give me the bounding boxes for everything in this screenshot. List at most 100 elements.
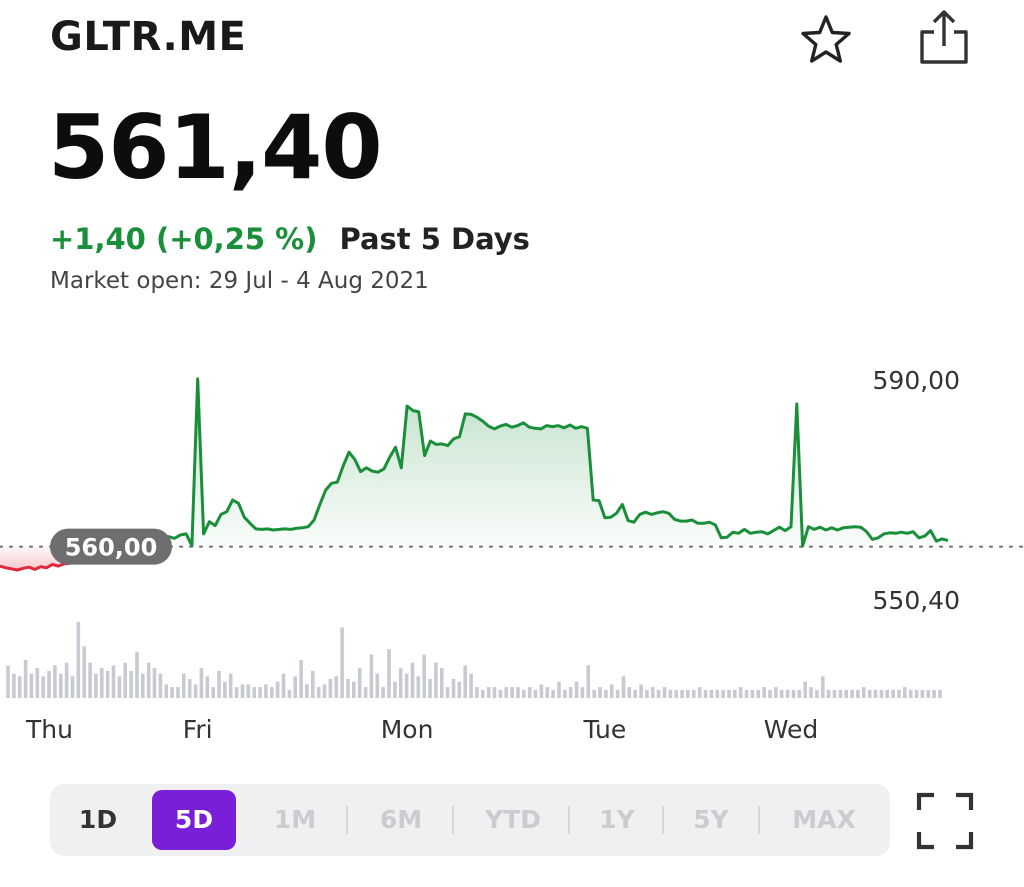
- volume-bar: [111, 665, 116, 698]
- volume-bar: [738, 687, 743, 698]
- volume-bar: [498, 689, 503, 698]
- tab-1y[interactable]: 1Y: [599, 805, 635, 834]
- volume-bar: [662, 687, 667, 698]
- volume-bar: [697, 687, 702, 698]
- volume-bar: [539, 684, 544, 698]
- share-icon[interactable]: [914, 6, 974, 70]
- volume-bar: [311, 670, 315, 698]
- volume-bar: [293, 676, 297, 698]
- volume-bar: [545, 687, 550, 698]
- tab-5d[interactable]: 5D: [152, 790, 236, 850]
- price-chart[interactable]: 560,00 590,00 550,40 Thu Fri Mon Tue Wed: [0, 360, 1024, 755]
- ticker-symbol: GLTR.ME: [50, 14, 247, 60]
- x-axis-label-mon: Mon: [381, 715, 434, 744]
- volume-bar: [434, 662, 438, 698]
- volume-bar: [363, 687, 368, 698]
- volume-bar: [475, 687, 479, 698]
- volume-bar: [656, 689, 661, 698]
- tab-1d[interactable]: 1D: [78, 805, 118, 834]
- fullscreen-icon[interactable]: [916, 792, 974, 850]
- volume-bar: [586, 665, 591, 698]
- volume-bar: [369, 654, 374, 698]
- tab-5y[interactable]: 5Y: [693, 805, 729, 834]
- volume-bar: [17, 676, 22, 698]
- volume-bar: [492, 687, 497, 698]
- volume-bar: [821, 676, 825, 698]
- volume-bar: [533, 689, 538, 698]
- volume-bar: [908, 689, 913, 698]
- volume-bar: [721, 689, 725, 698]
- volume-bar: [615, 689, 620, 698]
- volume-bar: [404, 673, 409, 698]
- volume-bar: [469, 673, 473, 698]
- market-status: Market open: 29 Jul - 4 Aug 2021: [50, 268, 429, 294]
- star-outline-icon[interactable]: [796, 10, 856, 70]
- volume-bar: [709, 689, 714, 698]
- volume-bar: [557, 681, 561, 698]
- volume-bar: [105, 670, 110, 698]
- volume-bar: [35, 668, 40, 698]
- tab-max[interactable]: MAX: [792, 805, 856, 834]
- volume-bar: [70, 676, 75, 698]
- x-axis-label-fri: Fri: [183, 715, 213, 744]
- volume-bar: [451, 679, 456, 698]
- volume-bar: [59, 673, 63, 698]
- volume-bar: [639, 684, 643, 698]
- y-axis-max-label: 590,00: [873, 366, 960, 395]
- volume-bar: [856, 689, 860, 698]
- volume-bar: [832, 689, 837, 698]
- reference-label: 560,00: [50, 528, 172, 565]
- volume-bar: [228, 673, 233, 698]
- volume-bar: [815, 689, 819, 698]
- volume-bar: [680, 689, 684, 698]
- volume-bar: [522, 689, 526, 698]
- volume-bar: [838, 689, 843, 698]
- tab-1m[interactable]: 1M: [273, 805, 317, 834]
- volume-bar: [651, 687, 655, 698]
- volume-bar: [328, 679, 333, 698]
- volume-bar: [211, 687, 215, 698]
- volume-bar: [164, 684, 169, 698]
- volume-bar: [322, 684, 327, 698]
- volume-bar: [551, 689, 555, 698]
- volume-bar: [287, 689, 292, 698]
- volume-bar: [346, 679, 350, 698]
- volume-bar: [182, 673, 186, 698]
- volume-bar: [123, 662, 127, 698]
- volume-bar: [445, 687, 450, 698]
- volume-bar: [47, 670, 51, 698]
- volume-bar: [674, 689, 678, 698]
- volume-bar: [914, 689, 919, 698]
- tab-ytd[interactable]: YTD: [485, 805, 541, 834]
- volume-bar: [797, 689, 802, 698]
- volume-bar: [23, 660, 28, 698]
- period-label: Past 5 Days: [339, 222, 530, 256]
- volume-bar: [563, 689, 567, 698]
- volume-bar: [381, 687, 385, 698]
- volume-bar: [64, 662, 69, 698]
- volume-bar: [633, 689, 637, 698]
- tab-6m[interactable]: 6M: [379, 805, 423, 834]
- volume-bar: [750, 689, 755, 698]
- volume-bar: [305, 684, 309, 698]
- volume-bar: [774, 687, 778, 698]
- volume-bar: [809, 687, 813, 698]
- volume-bar: [176, 687, 180, 698]
- volume-bar: [926, 689, 931, 698]
- volume-bar: [252, 687, 256, 698]
- volume-bar: [580, 687, 585, 698]
- volume-bar: [862, 687, 866, 698]
- volume-bar: [146, 662, 151, 698]
- volume-bar: [826, 689, 831, 698]
- volume-bar: [217, 670, 221, 698]
- volume-bar: [486, 687, 491, 698]
- volume-bar: [53, 665, 57, 698]
- volume-bar: [715, 689, 720, 698]
- volume-bar: [76, 622, 81, 698]
- volume-bar: [82, 646, 86, 698]
- volume-bar: [281, 673, 286, 698]
- volume-bar: [592, 689, 596, 698]
- volume-bar: [6, 665, 10, 698]
- volume-bar: [785, 689, 790, 698]
- volume-bar: [609, 684, 614, 698]
